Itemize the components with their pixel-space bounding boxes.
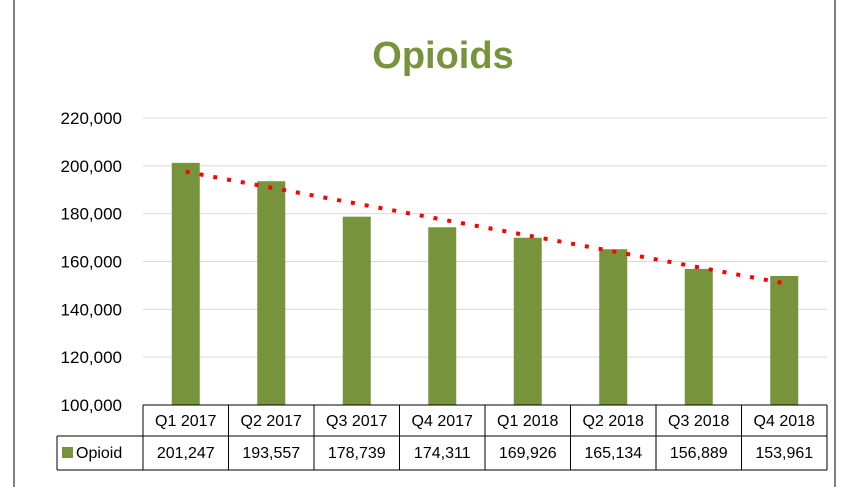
- chart-title: Opioids: [372, 35, 513, 77]
- bar: [171, 162, 200, 405]
- data-label: 153,961: [755, 445, 813, 462]
- data-label: 156,889: [670, 445, 728, 462]
- trendline: [185, 169, 785, 286]
- bar: [684, 268, 713, 405]
- data-label: 165,134: [584, 445, 642, 462]
- data-label: 169,926: [499, 445, 557, 462]
- y-tick-label: 180,000: [61, 205, 122, 224]
- bar: [599, 249, 628, 405]
- x-tick-label: Q4 2018: [754, 413, 815, 430]
- x-tick-label: Q2 2018: [583, 413, 644, 430]
- y-tick-label: 160,000: [61, 253, 122, 272]
- y-tick-label: 220,000: [61, 109, 122, 128]
- bar: [770, 275, 799, 405]
- x-tick-label: Q1 2017: [155, 413, 216, 430]
- bar: [257, 181, 286, 405]
- bar: [513, 237, 542, 405]
- data-label: 178,739: [328, 445, 386, 462]
- gridlines: [143, 117, 827, 358]
- x-tick-label: Q3 2017: [326, 413, 387, 430]
- x-tick-label: Q1 2018: [497, 413, 558, 430]
- legend-key: [62, 447, 73, 458]
- data-table: Q1 2017 Q2 2017 Q3 2017 Q4 2017 Q1 2018 Q2 20…: [56, 404, 828, 471]
- x-tick-label: Q4 2017: [412, 413, 473, 430]
- y-tick-label: 100,000: [61, 396, 122, 415]
- data-label: 174,311: [414, 445, 471, 462]
- x-tick-label: Q3 2018: [668, 413, 729, 430]
- legend-label: Opioid: [76, 445, 122, 462]
- trendline-path: [185, 169, 785, 286]
- y-tick-label: 120,000: [61, 348, 122, 367]
- y-tick-label: 140,000: [61, 300, 122, 319]
- bar: [428, 227, 457, 405]
- bars: [171, 162, 799, 405]
- bar: [342, 216, 371, 405]
- y-tick-label: 200,000: [61, 157, 122, 176]
- data-label: 193,557: [242, 445, 300, 462]
- x-tick-label: Q2 2017: [241, 413, 302, 430]
- data-label: 201,247: [157, 445, 215, 462]
- y-axis: 100,000 120,000 140,000 160,000 180,000 200,0…: [61, 109, 122, 415]
